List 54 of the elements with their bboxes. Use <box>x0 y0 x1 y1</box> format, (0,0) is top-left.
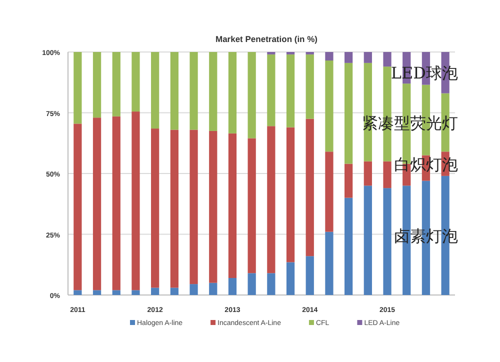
bar <box>209 52 218 131</box>
bar <box>74 52 82 124</box>
bar <box>306 118 314 256</box>
bar <box>228 133 237 278</box>
bar <box>112 290 120 295</box>
bar <box>92 290 102 295</box>
bar <box>132 290 140 295</box>
bar <box>132 52 140 112</box>
bar <box>228 278 237 295</box>
bar <box>344 52 353 63</box>
bar <box>92 118 102 290</box>
bar <box>190 284 198 295</box>
bar <box>267 126 276 274</box>
bar <box>267 273 276 295</box>
bar <box>267 54 276 126</box>
bar <box>364 161 372 186</box>
bar <box>344 198 353 295</box>
bar <box>190 130 198 284</box>
bar <box>74 124 82 290</box>
bar <box>170 130 178 288</box>
bar <box>151 128 160 288</box>
bar <box>325 60 334 152</box>
bar <box>286 54 295 128</box>
bar <box>325 232 334 295</box>
bar <box>248 273 256 295</box>
bar <box>306 256 314 295</box>
bar <box>209 282 218 295</box>
bar <box>286 127 295 262</box>
bar <box>92 52 102 118</box>
bar <box>286 262 295 295</box>
bar <box>132 112 140 290</box>
bar <box>190 52 198 130</box>
chart-title: Market Penetration (in %) <box>215 34 318 44</box>
bar <box>383 52 392 67</box>
bar <box>170 52 178 130</box>
bar <box>74 290 82 295</box>
bar <box>364 52 372 63</box>
bar <box>344 164 353 198</box>
bar <box>151 288 160 295</box>
bar <box>325 152 334 232</box>
bar <box>248 138 256 274</box>
bar <box>248 52 256 138</box>
bar <box>170 288 178 295</box>
bar <box>383 161 392 188</box>
bar <box>112 52 120 116</box>
bar <box>325 52 334 61</box>
bar <box>112 116 120 290</box>
bar <box>228 52 237 134</box>
bar <box>209 130 218 283</box>
bar <box>383 188 392 295</box>
bar <box>344 62 353 164</box>
bar <box>306 54 314 119</box>
bar <box>151 52 160 129</box>
bar <box>364 186 372 295</box>
